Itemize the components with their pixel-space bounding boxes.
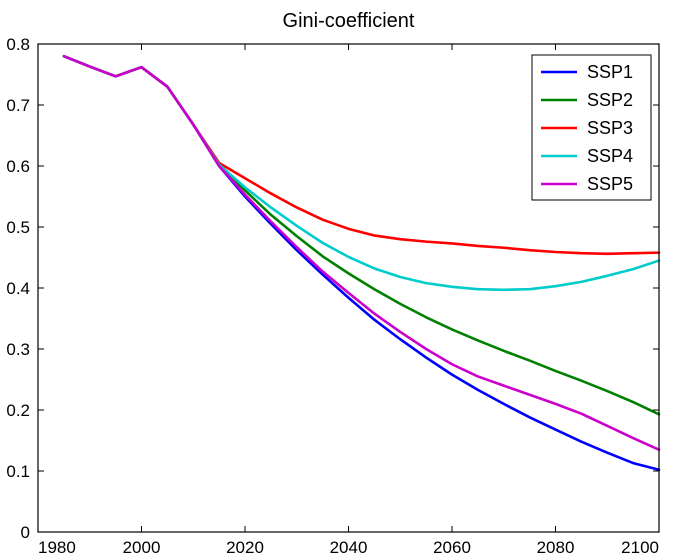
y-tick-label: 0.6 xyxy=(6,157,30,176)
x-tick-label: 2060 xyxy=(433,538,471,557)
chart-title: Gini-coefficient xyxy=(283,10,415,32)
legend-label-ssp4: SSP4 xyxy=(587,146,633,166)
y-tick-label: 0.7 xyxy=(6,96,30,115)
y-tick-label: 0.1 xyxy=(6,462,30,481)
legend-label-ssp5: SSP5 xyxy=(587,174,633,194)
x-tick-label: 1980 xyxy=(38,538,76,557)
x-tick-label: 2080 xyxy=(537,538,575,557)
legend-label-ssp2: SSP2 xyxy=(587,90,633,110)
y-tick-label: 0.2 xyxy=(6,401,30,420)
x-tick-label: 2020 xyxy=(226,538,264,557)
x-tick-label: 2040 xyxy=(330,538,368,557)
y-tick-label: 0.4 xyxy=(6,279,30,298)
legend: SSP1 SSP2 SSP3 SSP4 SSP5 xyxy=(531,54,652,201)
axis-layer: 1980 2000 2020 2040 2060 2080 2100 0 0.1 0.2 0.3 0.… xyxy=(6,35,660,557)
legend-label-ssp3: SSP3 xyxy=(587,118,633,138)
y-tick-label: 0.3 xyxy=(6,340,30,359)
x-tick-label: 2000 xyxy=(123,538,161,557)
y-tick-label: 0.8 xyxy=(6,35,30,54)
y-tick-label: 0 xyxy=(21,523,30,542)
legend-label-ssp1: SSP1 xyxy=(587,62,633,82)
y-tick-label: 0.5 xyxy=(6,218,30,237)
x-tick-label: 2100 xyxy=(621,538,659,557)
series-line-ssp5 xyxy=(62,54,661,451)
